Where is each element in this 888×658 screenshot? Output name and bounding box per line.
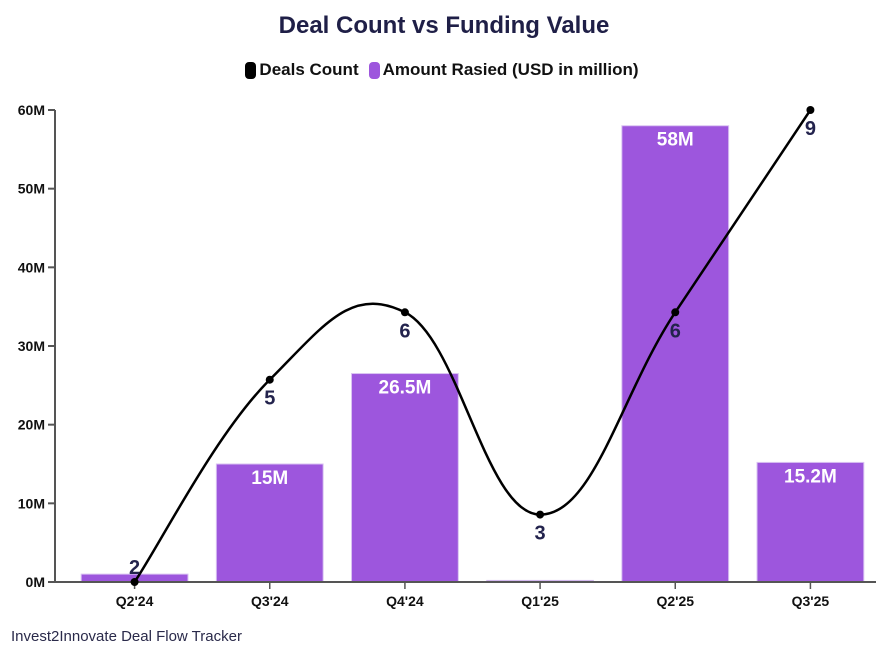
bar-label-5: 15.2M xyxy=(784,466,837,487)
deals-point-3 xyxy=(536,510,545,519)
x-tick-label-5: Q3'25 xyxy=(792,593,830,609)
x-tick-label-4: Q2'25 xyxy=(656,593,694,609)
x-tick-label-1: Q3'24 xyxy=(251,593,289,609)
y-tick-label-1: 10M xyxy=(18,495,45,511)
deals-label-2: 6 xyxy=(399,320,410,342)
bar-1 xyxy=(215,463,324,583)
legend-item-amount-raised[interactable]: Amount Rasied (USD in million) xyxy=(368,60,639,80)
x-tick-label-2: Q4'24 xyxy=(386,593,424,609)
deals-point-4 xyxy=(671,308,680,317)
bar-2 xyxy=(351,373,459,583)
bar-5 xyxy=(756,461,865,583)
legend: Deals Count Amount Rasied (USD in millio… xyxy=(0,60,888,80)
x-tick-label-3: Q1'25 xyxy=(521,593,559,609)
bar-label-1: 15M xyxy=(251,468,288,489)
footer-source: Invest2Innovate Deal Flow Tracker xyxy=(11,628,242,645)
legend-label-amount-raised: Amount Rasied (USD in million) xyxy=(382,60,639,79)
y-tick-label-0: 0M xyxy=(26,574,45,590)
legend-swatch-amount-raised xyxy=(368,61,380,79)
deals-count-line xyxy=(133,109,812,583)
deals-label-3: 3 xyxy=(535,523,546,545)
y-tick-label-2: 20M xyxy=(18,417,45,433)
legend-label-deals-count: Deals Count xyxy=(259,60,359,79)
y-tick-label-4: 40M xyxy=(18,259,45,275)
deals-label-1: 5 xyxy=(264,388,275,410)
chart-title: Deal Count vs Funding Value xyxy=(278,12,610,39)
x-tick-label-0: Q2'24 xyxy=(116,593,154,609)
deals-point-1 xyxy=(265,375,274,384)
legend-swatch-deals-count xyxy=(245,61,257,79)
y-tick-label-6: 60M xyxy=(18,102,45,118)
bar-4 xyxy=(621,125,730,583)
bars-layer xyxy=(80,125,865,583)
labels-layer: 15M 26.5M 58M 15.2M 2 5 6 3 6 9 xyxy=(129,118,837,579)
y-tick-label-5: 50M xyxy=(18,181,45,197)
deals-point-2 xyxy=(400,308,409,317)
bar-label-2: 26.5M xyxy=(379,378,432,399)
bar-label-4: 58M xyxy=(657,130,694,151)
legend-item-deals-count[interactable]: Deals Count xyxy=(245,60,359,80)
deals-label-4: 6 xyxy=(670,320,681,342)
deals-line-layer xyxy=(130,106,815,586)
deals-point-0 xyxy=(130,578,139,586)
deals-label-0: 2 xyxy=(129,557,140,579)
axes-layer: 0M 10M 20M 30M 40M 50M 60M Q2'24 Q3'24 Q4'24 Q1'25… xyxy=(18,102,876,609)
y-tick-label-3: 30M xyxy=(18,338,45,354)
deals-point-5 xyxy=(806,106,815,114)
deals-label-5: 9 xyxy=(805,118,816,140)
